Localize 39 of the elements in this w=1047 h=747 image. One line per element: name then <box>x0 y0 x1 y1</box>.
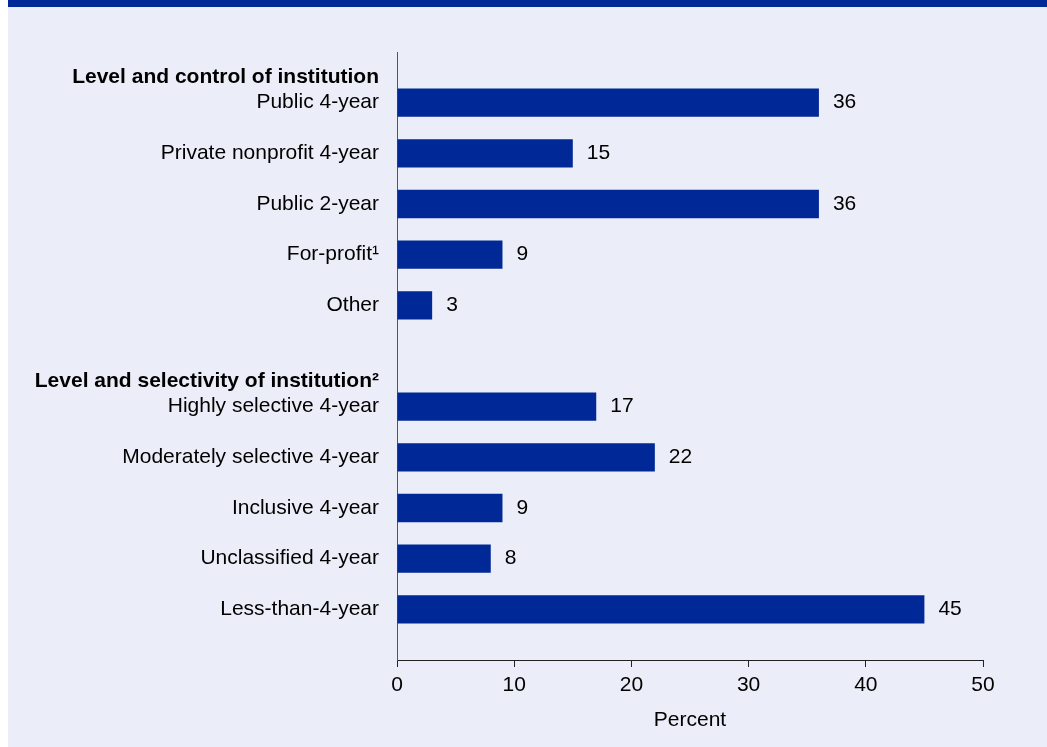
bar <box>397 595 925 624</box>
y-tick-label: Public 2-year <box>256 190 379 214</box>
data-label: 36 <box>832 190 857 214</box>
data-label: 15 <box>586 140 611 164</box>
x-tick-label: 10 <box>502 672 526 696</box>
data-label: 9 <box>516 494 529 518</box>
x-tick-label: 30 <box>736 672 761 696</box>
y-tick-label: Level and selectivity of institution² <box>34 368 379 392</box>
data-label: 9 <box>516 241 529 265</box>
y-tick-label: Less-than-4-year <box>220 596 379 620</box>
bar <box>397 139 573 168</box>
data-label: 36 <box>832 89 857 113</box>
y-tick-label: Level and control of institution <box>72 64 379 88</box>
bar <box>397 544 491 573</box>
x-tick-label: 0 <box>391 672 403 696</box>
bar <box>397 493 503 523</box>
y-tick-label: Private nonprofit 4-year <box>160 140 379 164</box>
data-label: 8 <box>504 545 517 569</box>
y-tick-label: Other <box>326 292 379 316</box>
y-tick-label: For-profit¹ <box>286 241 379 265</box>
data-label: 17 <box>610 393 634 417</box>
x-tick-label: 20 <box>619 672 644 696</box>
data-label: 45 <box>938 596 962 620</box>
y-tick-label: Moderately selective 4-year <box>122 444 379 468</box>
bar <box>397 291 433 320</box>
x-tick-label: 50 <box>971 672 995 696</box>
y-tick-label: Unclassified 4-year <box>200 545 379 569</box>
data-label: 22 <box>668 444 693 468</box>
bar <box>397 392 597 421</box>
bar <box>397 189 819 219</box>
bar <box>397 443 655 472</box>
x-tick-label: 40 <box>854 672 878 696</box>
bar <box>397 240 503 269</box>
bar <box>397 88 819 117</box>
data-label: 3 <box>446 292 458 316</box>
y-tick-label: Inclusive 4-year <box>231 494 380 518</box>
x-axis-title: Percent <box>653 707 727 731</box>
y-tick-label: Public 4-year <box>256 89 379 113</box>
y-tick-label: Highly selective 4-year <box>167 393 379 417</box>
